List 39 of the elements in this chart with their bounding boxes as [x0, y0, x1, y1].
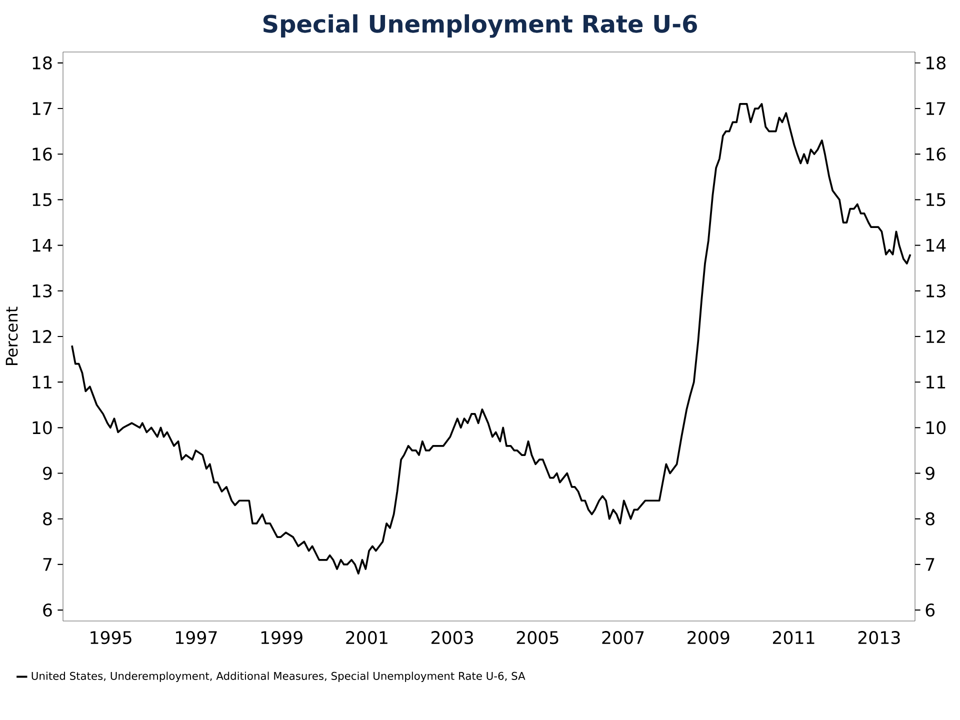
x-tick-label: 2003 [432, 631, 473, 644]
y2-tick-label: 18 [926, 56, 946, 70]
chart-title: Special Unemployment Rate U-6 [263, 14, 697, 38]
y-tick-label: 11 [32, 376, 52, 388]
y-tick-label: 13 [32, 284, 52, 298]
y2-tick-label: 10 [926, 421, 946, 434]
x-tick-label: 2011 [772, 631, 814, 644]
y-tick-label: 14 [32, 238, 52, 252]
y-tick-label: 18 [32, 56, 52, 70]
x-tick-label: 1995 [90, 631, 132, 644]
y-tick-label: 15 [32, 193, 52, 206]
y2-tick-label: 11 [926, 376, 946, 388]
legend-label: United States, Underemployment, Additional Measures, Special Unemployment Rate U-6, SA [32, 672, 526, 682]
y2-tick-label: 7 [926, 558, 934, 571]
y2-tick-label: 15 [926, 193, 946, 206]
x-tick-label: 2009 [688, 631, 730, 644]
x-tick-label: 1999 [261, 631, 302, 644]
y2-tick-label: 9 [926, 466, 934, 480]
y-tick-label: 6 [43, 603, 52, 617]
y-tick-label: 9 [43, 466, 52, 480]
y2-tick-label: 12 [926, 330, 945, 343]
y2-tick-label: 6 [926, 603, 935, 617]
x-tick-label: 2013 [858, 631, 900, 644]
y2-tick-label: 13 [926, 284, 946, 298]
y-tick-label: 10 [32, 421, 52, 434]
y-tick-label: 17 [32, 102, 52, 115]
x-tick-label: 2007 [602, 631, 644, 644]
y-axis-title: Percent [6, 306, 18, 366]
y2-tick-label: 8 [926, 512, 934, 526]
y2-tick-label: 17 [926, 102, 946, 115]
y-tick-label: 8 [43, 512, 52, 526]
x-tick-label: 1997 [176, 631, 217, 644]
x-tick-label: 2001 [346, 631, 388, 644]
y2-tick-label: 16 [926, 148, 946, 161]
y-tick-label: 7 [43, 558, 52, 571]
y-tick-label: 16 [32, 148, 52, 161]
y2-tick-label: 14 [926, 238, 946, 252]
x-tick-label: 2005 [516, 631, 558, 644]
y-tick-label: 12 [32, 330, 52, 343]
